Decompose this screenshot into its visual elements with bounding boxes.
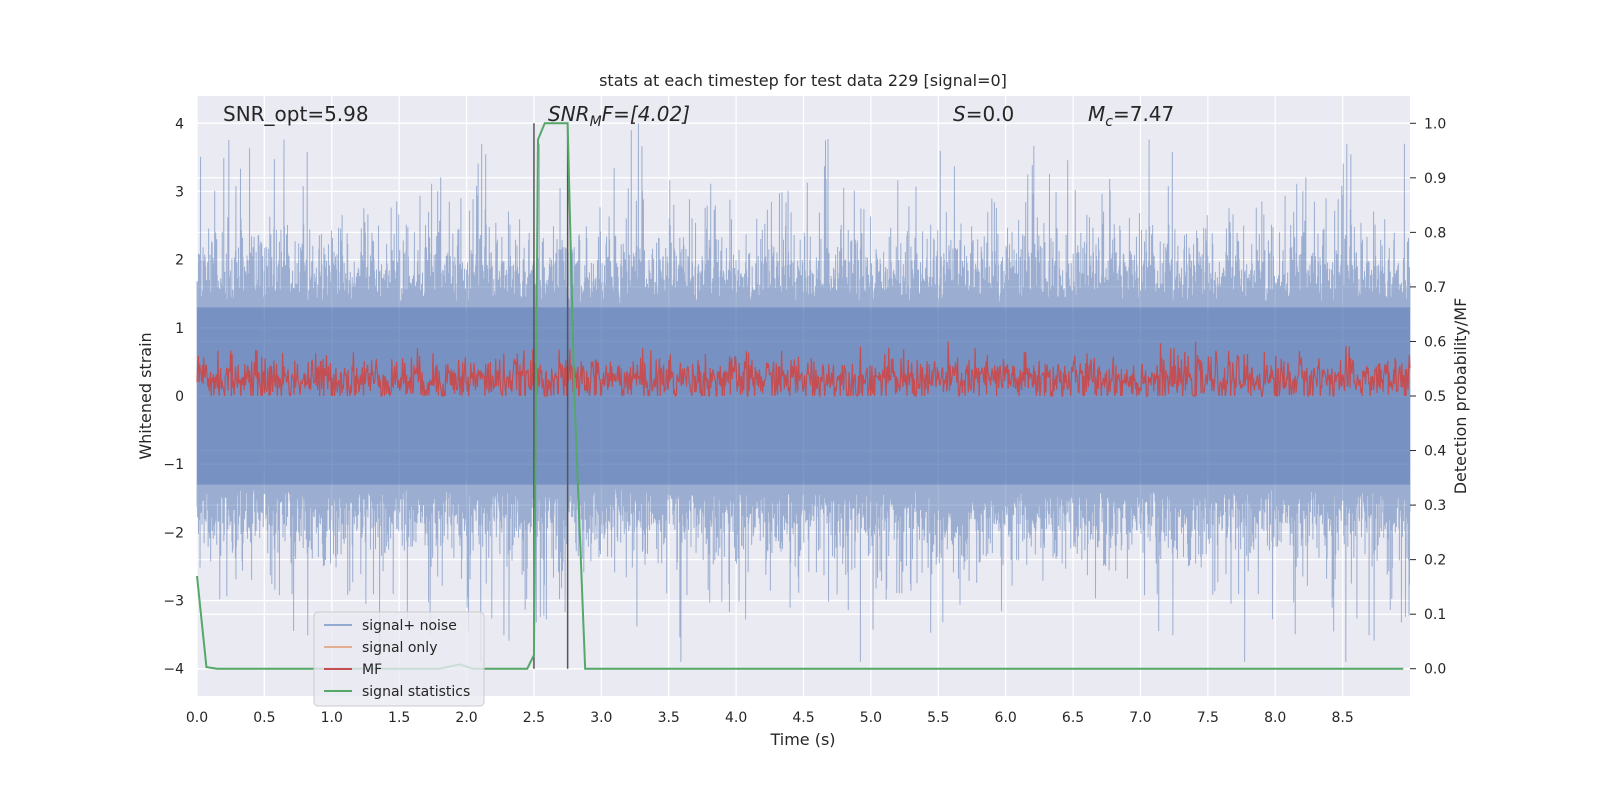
- y-tick-label-right-0: 0.0: [1424, 662, 1446, 678]
- x-tick-label-10: 5.0: [860, 710, 882, 726]
- x-tick-label-3: 1.5: [388, 710, 410, 726]
- x-tick-label-4: 2.0: [455, 710, 477, 726]
- series-signal-noise-line: [196, 123, 1411, 662]
- mf-layer: [196, 341, 1411, 398]
- x-tick-label-1: 0.5: [253, 710, 275, 726]
- y-tick-label-left-8: 4: [175, 116, 184, 132]
- x-axis-label: Time (s): [769, 730, 835, 749]
- x-tick-label-0: 0.0: [186, 710, 208, 726]
- y-ticks-right: 0.0 0.1 0.2 0.3 0.4 0.5 0.6 0.7 0.8 0.9 1.0: [1410, 116, 1446, 678]
- x-tick-label-6: 3.0: [590, 710, 612, 726]
- series-mf-line: [196, 341, 1411, 398]
- chart-title: stats at each timestep for test data 229…: [599, 71, 1007, 90]
- snr-mf-sub: M: [590, 114, 602, 130]
- x-tick-label-2: 1.0: [321, 710, 343, 726]
- y-tick-label-right-4: 0.4: [1424, 444, 1446, 460]
- legend: signal+ noise signal only MF signal stat…: [313, 611, 485, 707]
- s-name: S: [953, 102, 966, 126]
- x-tick-label-8: 4.0: [725, 710, 747, 726]
- annotation-snr-mf: SNRMF=[4.02]: [548, 102, 690, 130]
- snr-mf-name: SNR: [548, 102, 590, 126]
- y-tick-label-left-4: 0: [175, 389, 184, 405]
- y-tick-label-left-6: 2: [175, 253, 184, 269]
- x-tick-label-9: 4.5: [792, 710, 814, 726]
- y-tick-label-left-3: −1: [163, 457, 184, 473]
- y-tick-label-right-9: 0.9: [1424, 171, 1446, 187]
- snr-mf-F: F=[4.02]: [602, 102, 690, 126]
- x-ticks: 0.0 0.5 1.0 1.5 2.0 2.5 3.0 3.5 4.0 4.5 5.0 5.5 6.0 6…: [186, 710, 1354, 726]
- y-tick-label-right-1: 0.1: [1424, 607, 1446, 623]
- y-tick-label-right-3: 0.3: [1424, 498, 1446, 514]
- x-tick-label-12: 6.0: [995, 710, 1017, 726]
- legend-label-signal-statistics: signal statistics: [362, 684, 470, 700]
- x-tick-label-5: 2.5: [523, 710, 545, 726]
- x-tick-label-14: 7.0: [1129, 710, 1151, 726]
- y-tick-label-left-2: −2: [163, 525, 184, 541]
- y-tick-label-right-10: 1.0: [1424, 116, 1446, 132]
- y-tick-label-left-1: −3: [163, 594, 184, 610]
- annotation-snr-opt: SNR_opt=5.98: [223, 102, 369, 126]
- x-tick-label-17: 8.5: [1331, 710, 1353, 726]
- mc-sub: c: [1105, 114, 1113, 130]
- y-tick-label-right-7: 0.7: [1424, 280, 1446, 296]
- noise-spikes: [196, 123, 1411, 662]
- y-tick-label-left-7: 3: [175, 184, 184, 200]
- y-tick-label-left-5: 1: [175, 321, 184, 337]
- y-tick-label-left-0: −4: [163, 662, 184, 678]
- annotation-mc: Mc=7.47: [1088, 102, 1174, 130]
- y-tick-label-right-2: 0.2: [1424, 553, 1446, 569]
- x-tick-label-11: 5.5: [927, 710, 949, 726]
- snr-mf-rest: F=[4.02]: [602, 102, 690, 126]
- legend-label-mf: MF: [362, 662, 382, 678]
- mc-rest: =7.47: [1113, 102, 1174, 126]
- mc-name: M: [1088, 102, 1105, 126]
- y-tick-label-right-5: 0.5: [1424, 389, 1446, 405]
- s-rest: =0.0: [966, 102, 1015, 126]
- y-ticks-left: −4 −3 −2 −1 0 1 2 3 4: [163, 116, 184, 677]
- legend-label-signal-noise: signal+ noise: [362, 618, 457, 634]
- y-tick-label-right-8: 0.8: [1424, 225, 1446, 241]
- y-axis-label-right: Detection probability/MF: [1451, 298, 1470, 495]
- annotation-s: S=0.0: [953, 102, 1014, 126]
- y-axis-label-left: Whitened strain: [136, 332, 155, 459]
- x-tick-label-7: 3.5: [658, 710, 680, 726]
- x-tick-label-13: 6.5: [1062, 710, 1084, 726]
- legend-label-signal-only: signal only: [362, 640, 437, 656]
- x-tick-label-16: 8.0: [1264, 710, 1286, 726]
- legend-box: [313, 611, 485, 707]
- x-tick-label-15: 7.5: [1197, 710, 1219, 726]
- y-tick-label-right-6: 0.6: [1424, 334, 1446, 350]
